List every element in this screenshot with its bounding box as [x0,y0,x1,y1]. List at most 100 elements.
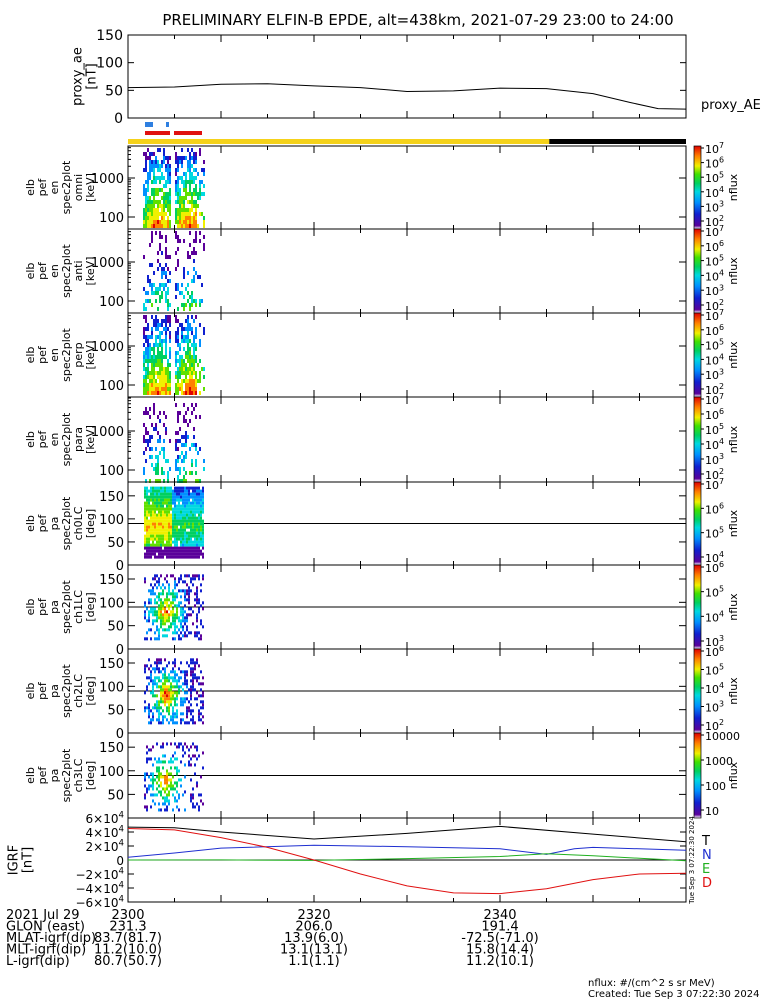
heatmap-cell [170,492,172,496]
heatmap-cell [185,471,187,475]
heatmap-cell [143,359,145,363]
heatmap-cell [152,507,154,511]
heatmap-cell [168,790,170,794]
heatmap-cell [154,682,156,686]
heatmap-cell [178,507,180,511]
heatmap-cell [175,220,177,224]
heatmap-cell [148,715,150,719]
heatmap-cell [179,387,181,391]
heatmap-cell [166,498,168,502]
heatmap-cell [168,583,170,587]
heatmap-cell [194,492,196,496]
heatmap-cell [152,619,154,623]
heatmap-cell [155,299,157,303]
heatmap-cell [162,634,164,638]
heatmap-cell [198,610,200,614]
y-tick-label: 1000 [91,172,124,187]
heatmap-cell [181,196,183,200]
heatmap-cell [163,355,165,359]
heatmap-cell [151,216,153,220]
heatmap-cell [155,479,157,483]
heatmap-cell [176,673,178,677]
heatmap-cell [179,239,181,243]
heatmap-cell [164,754,166,758]
heatmap-cell [145,200,147,204]
heatmap-cell [157,347,159,351]
heatmap-cell [183,455,185,459]
heatmap-cell [148,703,150,707]
heatmap-cell [187,343,189,347]
heatmap-cell [143,423,145,427]
heatmap-cell [163,411,165,415]
heatmap-cell [165,196,167,200]
heatmap-cell [152,778,154,782]
heatmap-cell [195,459,197,463]
heatmap-cell [183,188,185,192]
heatmap-cell [174,796,176,800]
ylabel-line: pef [36,514,49,533]
heatmap-cell [165,391,167,395]
heatmap-cell [170,543,172,547]
colorbar-tick-label: 106 [705,501,724,516]
heatmap-cell [147,156,149,160]
heatmap-cell [152,586,154,590]
heatmap-cell [198,492,200,496]
heatmap-cell [184,507,186,511]
heatmap-cell [189,180,191,184]
heatmap-cell [155,363,157,367]
heatmap-cell [161,379,163,383]
heatmap-cell [161,391,163,395]
heatmap-cell [163,375,165,379]
heatmap-cell [145,152,147,156]
heatmap-cell [144,805,146,809]
heatmap-cell [143,168,145,172]
heatmap-cell [177,459,179,463]
heatmap-cell [152,706,154,710]
heatmap-cell [185,180,187,184]
footer-value: 11.2(10.1) [466,954,534,969]
heatmap-cell [203,224,205,228]
ylabel-line: pef [36,345,49,364]
heatmap-cell [163,220,165,224]
heatmap-cell [152,745,154,749]
heatmap-cell [174,510,176,514]
heatmap-cell [160,694,162,698]
heatmap-cell [146,676,148,680]
heatmap-cell [181,160,183,164]
heatmap-cell [172,495,174,499]
heatmap-cell [158,522,160,526]
heatmap-cell [185,208,187,212]
heatmap-cell [189,192,191,196]
heatmap-cell [199,152,201,156]
heatmap-cell [152,513,154,517]
heatmap-cell [190,552,192,556]
heatmap-cell [164,775,166,779]
heatmap-cell [164,577,166,581]
heatmap-cell [158,760,160,764]
heatmap-cell [182,549,184,553]
heatmap-cell [188,543,190,547]
heatmap-cell [189,152,191,156]
heatmap-cell [189,323,191,327]
heatmap-cell [161,164,163,168]
heatmap-cell [156,781,158,785]
heatmap-cell [152,712,154,716]
heatmap-cell [143,387,145,391]
heatmap-cell [160,528,162,532]
heatmap-cell [174,622,176,626]
heatmap-cell [154,694,156,698]
heatmap-cell [147,172,149,176]
heatmap-cell [194,634,196,638]
heatmap-cell [156,504,158,508]
heatmap-cell [179,323,181,327]
heatmap-cell [143,411,145,415]
heatmap-cell [199,447,201,451]
heatmap-cell [177,168,179,172]
heatmap-cell [176,607,178,611]
heatmap-cell [156,531,158,535]
heatmap-cell [152,516,154,520]
heatmap-cell [159,363,161,367]
heatmap-cell [145,188,147,192]
heatmap-cell [148,555,150,559]
heatmap-cell [152,589,154,593]
